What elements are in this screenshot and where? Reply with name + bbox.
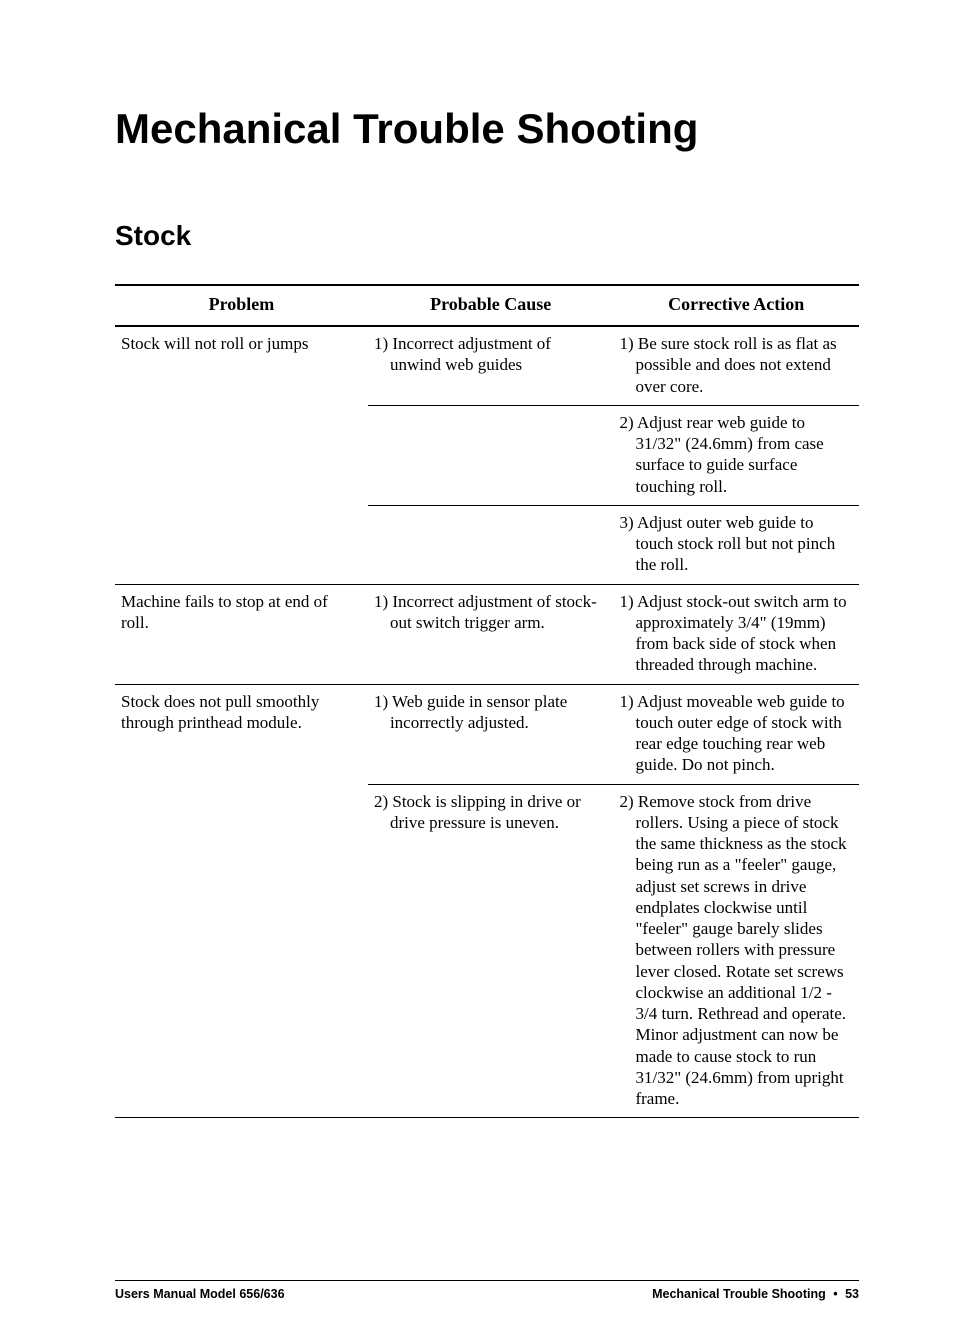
cell-action: 1) Adjust moveable web guide to touch ou…: [613, 684, 859, 784]
footer-page-number: 53: [845, 1287, 859, 1301]
table-header-row: Problem Probable Cause Corrective Action: [115, 285, 859, 326]
col-header-cause: Probable Cause: [368, 285, 614, 326]
cell-problem: Stock will not roll or jumps: [115, 326, 368, 584]
col-header-action: Corrective Action: [613, 285, 859, 326]
cell-action: 3) Adjust outer web guide to touch stock…: [613, 505, 859, 584]
footer-bullet-icon: •: [829, 1287, 841, 1301]
footer-section-label: Mechanical Trouble Shooting: [652, 1287, 826, 1301]
cell-problem: Stock does not pull smoothly through pri…: [115, 684, 368, 1118]
cell-cause: 1) Web guide in sensor plate incorrectly…: [368, 684, 614, 784]
troubleshooting-table: Problem Probable Cause Corrective Action…: [115, 284, 859, 1118]
page-footer: Users Manual Model 656/636 Mechanical Tr…: [115, 1280, 859, 1301]
table-head: Problem Probable Cause Corrective Action: [115, 285, 859, 326]
page-title: Mechanical Trouble Shooting: [115, 106, 859, 152]
cell-cause: [368, 505, 614, 584]
cell-cause: [368, 405, 614, 505]
table-row: Machine fails to stop at end of roll.1) …: [115, 584, 859, 684]
cell-cause: 2) Stock is slipping in drive or drive p…: [368, 784, 614, 1118]
cell-cause: 1) Incorrect adjustment of unwind web gu…: [368, 326, 614, 405]
table-row: Stock will not roll or jumps1) Incorrect…: [115, 326, 859, 405]
cell-action: 2) Adjust rear web guide to 31/32" (24.6…: [613, 405, 859, 505]
cell-action: 2) Remove stock from drive rollers. Usin…: [613, 784, 859, 1118]
section-heading: Stock: [115, 220, 859, 252]
table-body: Stock will not roll or jumps1) Incorrect…: [115, 326, 859, 1118]
page: Mechanical Trouble Shooting Stock Proble…: [0, 106, 954, 1341]
table-row: Stock does not pull smoothly through pri…: [115, 684, 859, 784]
col-header-problem: Problem: [115, 285, 368, 326]
cell-action: 1) Adjust stock-out switch arm to approx…: [613, 584, 859, 684]
footer-manual-title: Users Manual Model 656/636: [115, 1287, 285, 1301]
footer-section-page: Mechanical Trouble Shooting • 53: [652, 1287, 859, 1301]
cell-cause: 1) Incorrect adjustment of stock-out swi…: [368, 584, 614, 684]
cell-action: 1) Be sure stock roll is as flat as poss…: [613, 326, 859, 405]
cell-problem: Machine fails to stop at end of roll.: [115, 584, 368, 684]
